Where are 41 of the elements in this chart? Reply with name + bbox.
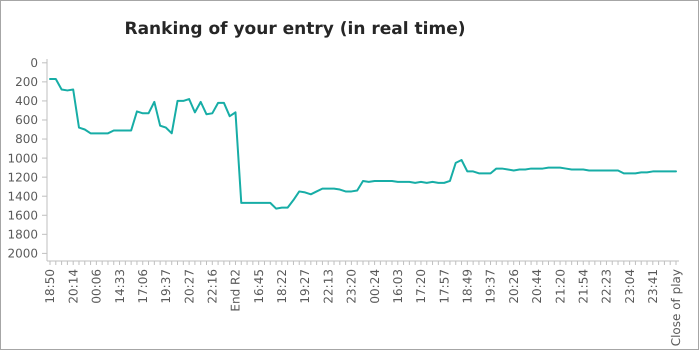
x-tick-label: 20:14 [66,269,80,304]
x-tick-label: 19:27 [298,269,312,304]
x-tick-label: 23:41 [646,269,660,304]
x-tick-label: 18:22 [275,269,290,304]
y-tick-label: 400 [15,94,38,108]
y-tick-label: 600 [15,113,38,128]
chart-title: Ranking of your entry (in real time) [124,19,466,39]
x-tick-label: 21:54 [576,269,590,304]
y-tick-label: 1000 [7,151,38,166]
x-tick-label: 20:27 [182,269,196,304]
y-tick-label: 1600 [7,208,38,222]
x-tick-label: 18:49 [460,269,475,304]
x-tick-label: 19:37 [159,269,174,304]
x-tick-label: 23:04 [622,269,637,304]
x-tick-label: 23:20 [344,269,359,304]
x-tick-label: 17:57 [437,269,452,304]
x-tick-label: 16:03 [390,269,405,304]
x-tick-label: 14:33 [112,269,127,304]
x-tick-label: End R2 [228,269,243,312]
x-tick-label: 20:26 [506,269,521,304]
y-tick-label: 2000 [7,246,38,261]
x-tick-label: 17:20 [414,269,428,304]
x-tick-label: 22:23 [600,269,614,304]
x-tick-label: 20:44 [530,269,544,304]
y-tick-label: 1200 [7,170,38,184]
x-tick-label: 22:16 [205,269,220,304]
x-tick-label: Close of play [669,269,684,346]
x-tick-label: 21:20 [553,269,568,304]
y-tick-label: 0 [30,56,38,70]
x-tick-label: 19:37 [484,269,498,304]
x-tick-label: 22:13 [321,269,336,304]
x-tick-label: 17:06 [136,269,150,304]
line-series [49,78,677,210]
x-tick-label: 18:50 [43,269,58,304]
x-tick-label: 16:45 [252,269,266,304]
y-tick-label: 800 [15,132,38,146]
x-tick-label: 00:24 [368,269,382,304]
y-tick-label: 1800 [7,228,38,242]
y-tick-label: 200 [15,75,38,90]
x-tick-label: 00:06 [90,269,104,304]
y-tick-label: 1400 [7,189,38,204]
